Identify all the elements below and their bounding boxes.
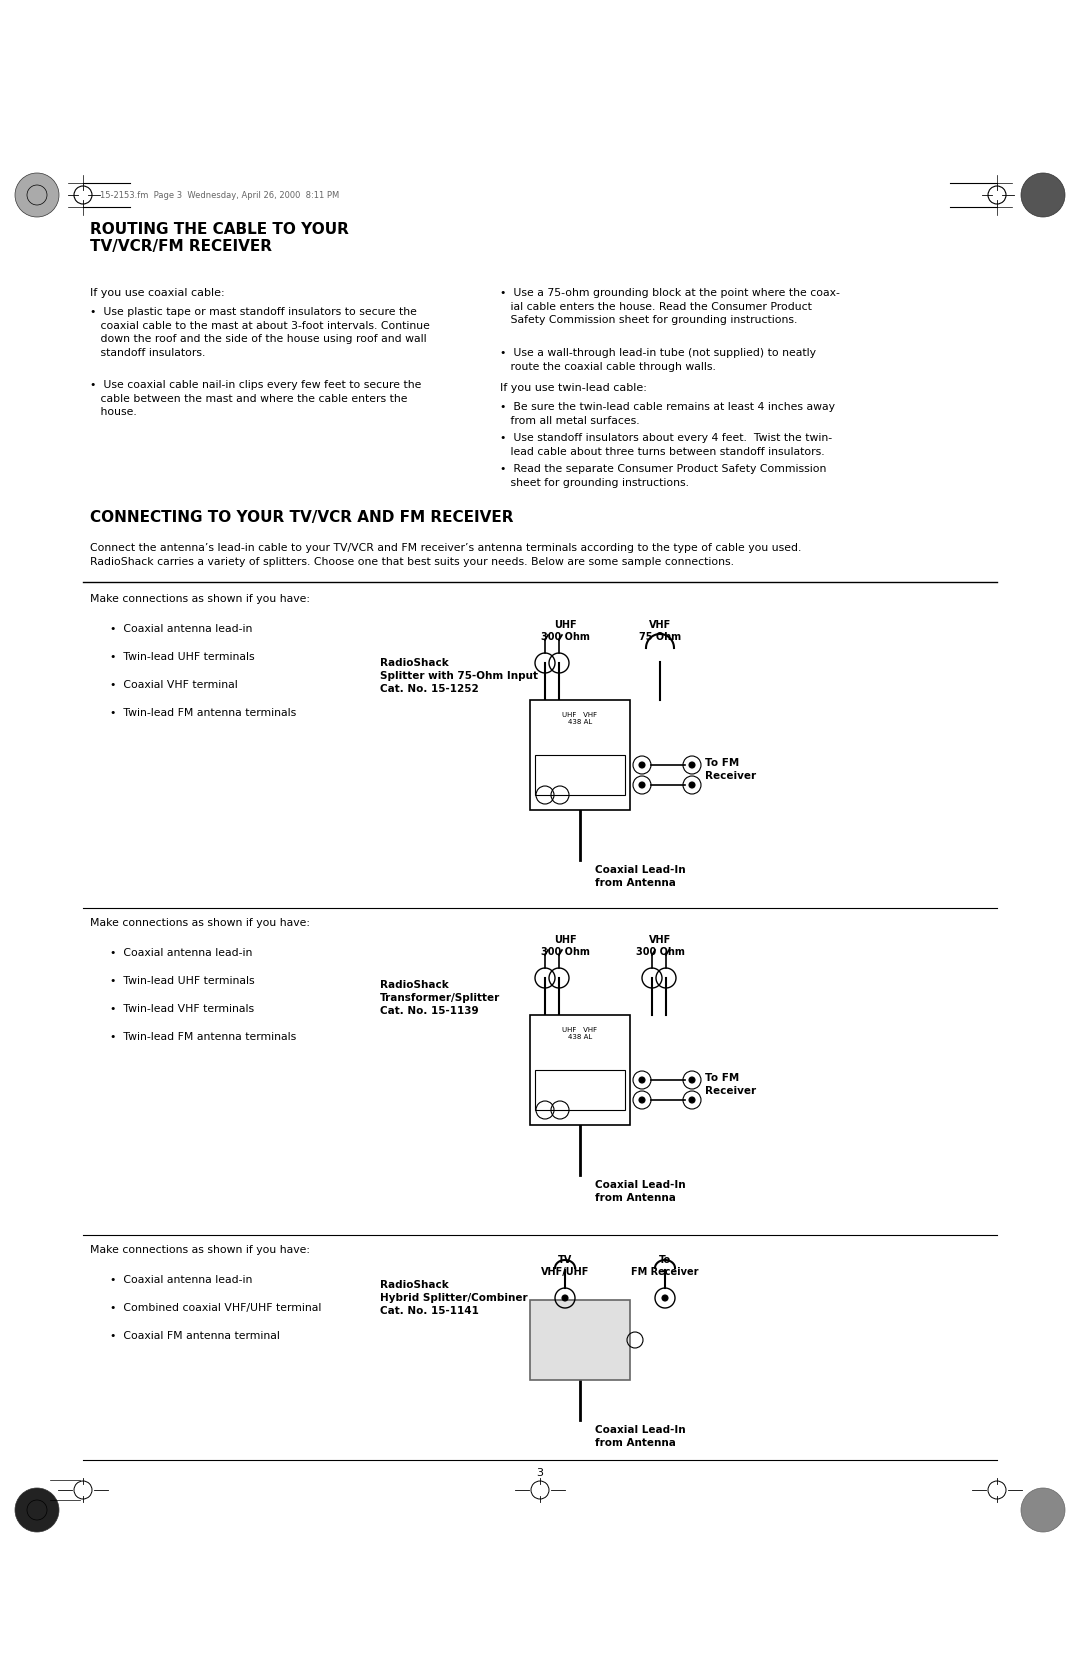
Text: UHF   VHF
438 AL: UHF VHF 438 AL [563,713,597,724]
Text: ROUTING THE CABLE TO YOUR
TV/VCR/FM RECEIVER: ROUTING THE CABLE TO YOUR TV/VCR/FM RECE… [90,222,349,254]
Circle shape [1021,1489,1065,1532]
Text: •  Use standoff insulators about every 4 feet.  Twist the twin-
   lead cable ab: • Use standoff insulators about every 4 … [500,432,832,457]
Text: •  Twin-lead UHF terminals: • Twin-lead UHF terminals [110,653,255,663]
Text: RadioShack
Hybrid Splitter/Combiner
Cat. No. 15-1141: RadioShack Hybrid Splitter/Combiner Cat.… [380,1280,528,1317]
Text: •  Use a wall-through lead-in tube (not supplied) to neatly
   route the coaxial: • Use a wall-through lead-in tube (not s… [500,349,816,372]
Text: •  Coaxial FM antenna terminal: • Coaxial FM antenna terminal [110,1330,280,1340]
Text: •  Twin-lead FM antenna terminals: • Twin-lead FM antenna terminals [110,1031,296,1041]
Text: RadioShack
Splitter with 75-Ohm Input
Cat. No. 15-1252: RadioShack Splitter with 75-Ohm Input Ca… [380,658,538,694]
Text: •  Use coaxial cable nail-in clips every few feet to secure the
   cable between: • Use coaxial cable nail-in clips every … [90,381,421,417]
Text: To
FM Receiver: To FM Receiver [631,1255,699,1277]
Text: •  Be sure the twin-lead cable remains at least 4 inches away
   from all metal : • Be sure the twin-lead cable remains at… [500,402,835,426]
Text: •  Twin-lead UHF terminals: • Twin-lead UHF terminals [110,976,255,986]
Text: UHF
300 Ohm: UHF 300 Ohm [541,935,590,958]
Text: Make connections as shown if you have:: Make connections as shown if you have: [90,918,310,928]
Circle shape [639,1077,645,1083]
Text: Coaxial Lead-In
from Antenna: Coaxial Lead-In from Antenna [595,1180,686,1203]
Text: •  Twin-lead VHF terminals: • Twin-lead VHF terminals [110,1005,254,1015]
Circle shape [562,1295,568,1302]
Text: Make connections as shown if you have:: Make connections as shown if you have: [90,594,310,604]
Text: VHF
75 Ohm: VHF 75 Ohm [639,619,681,643]
Bar [535,754,625,794]
Text: •  Coaxial VHF terminal: • Coaxial VHF terminal [110,679,238,689]
Text: To FM
Receiver: To FM Receiver [705,1073,756,1097]
Circle shape [15,174,59,217]
Text: •  Use a 75-ohm grounding block at the point where the coax-
   ial cable enters: • Use a 75-ohm grounding block at the po… [500,289,840,325]
Bar [530,1300,630,1380]
Circle shape [639,783,645,788]
Text: TV
VHF/UHF: TV VHF/UHF [541,1255,590,1277]
Circle shape [662,1295,669,1302]
Text: Coaxial Lead-In
from Antenna: Coaxial Lead-In from Antenna [595,865,686,888]
Text: If you use twin-lead cable:: If you use twin-lead cable: [500,382,647,392]
Bar [530,1015,630,1125]
Text: •  Read the separate Consumer Product Safety Commission
   sheet for grounding i: • Read the separate Consumer Product Saf… [500,464,826,487]
Text: •  Use plastic tape or mast standoff insulators to secure the
   coaxial cable t: • Use plastic tape or mast standoff insu… [90,307,430,357]
Circle shape [639,1097,645,1103]
Text: If you use coaxial cable:: If you use coaxial cable: [90,289,225,299]
Text: RadioShack
Transformer/Splitter
Cat. No. 15-1139: RadioShack Transformer/Splitter Cat. No.… [380,980,500,1016]
Text: 15-2153.fm  Page 3  Wednesday, April 26, 2000  8:11 PM: 15-2153.fm Page 3 Wednesday, April 26, 2… [100,192,339,200]
Text: •  Combined coaxial VHF/UHF terminal: • Combined coaxial VHF/UHF terminal [110,1303,322,1314]
Text: Coaxial Lead-In
from Antenna: Coaxial Lead-In from Antenna [595,1425,686,1447]
Circle shape [639,763,645,768]
Text: •  Coaxial antenna lead-in: • Coaxial antenna lead-in [110,1275,253,1285]
Text: •  Coaxial antenna lead-in: • Coaxial antenna lead-in [110,624,253,634]
Text: 3: 3 [537,1469,543,1479]
Text: CONNECTING TO YOUR TV/VCR AND FM RECEIVER: CONNECTING TO YOUR TV/VCR AND FM RECEIVE… [90,511,513,526]
Circle shape [15,1489,59,1532]
Circle shape [689,763,696,768]
Text: UHF
300 Ohm: UHF 300 Ohm [541,619,590,643]
Circle shape [689,1097,696,1103]
Text: Connect the antenna’s lead-in cable to your TV/VCR and FM receiver’s antenna ter: Connect the antenna’s lead-in cable to y… [90,542,801,566]
Circle shape [1021,174,1065,217]
Text: UHF   VHF
438 AL: UHF VHF 438 AL [563,1026,597,1040]
Text: •  Twin-lead FM antenna terminals: • Twin-lead FM antenna terminals [110,708,296,718]
Circle shape [689,1077,696,1083]
Text: VHF
300 Ohm: VHF 300 Ohm [635,935,685,958]
Text: To FM
Receiver: To FM Receiver [705,758,756,781]
Bar [530,699,630,809]
Text: •  Coaxial antenna lead-in: • Coaxial antenna lead-in [110,948,253,958]
Text: Make connections as shown if you have:: Make connections as shown if you have: [90,1245,310,1255]
Circle shape [689,783,696,788]
Bar [535,1070,625,1110]
